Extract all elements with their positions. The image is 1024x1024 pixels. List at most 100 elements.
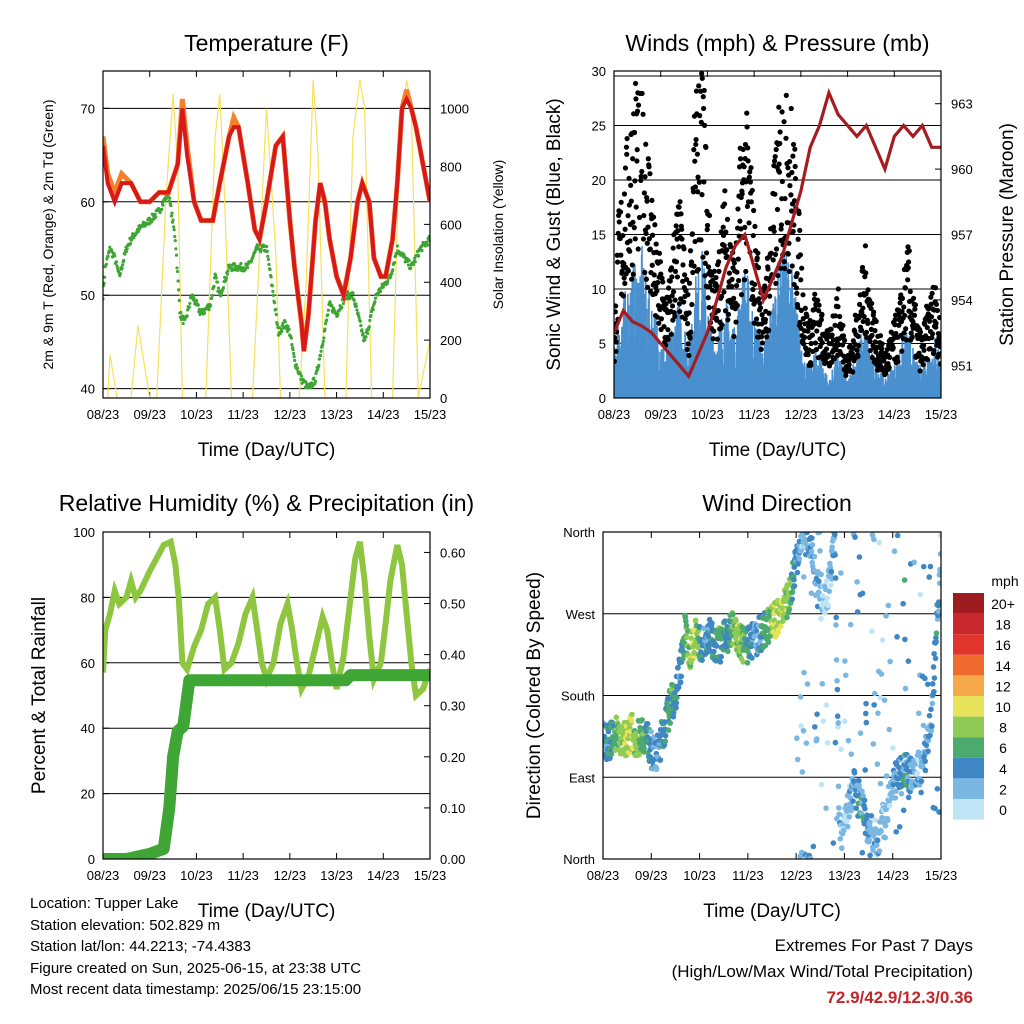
direction-point <box>856 554 863 560</box>
x-tick-label: 14/23 <box>876 868 909 883</box>
gust-point <box>729 283 735 290</box>
direction-point <box>670 709 677 716</box>
direction-point <box>896 824 903 830</box>
gust-point <box>701 87 707 94</box>
gust-point <box>752 223 758 230</box>
direction-point <box>884 817 891 824</box>
gust-point <box>897 300 903 306</box>
direction-point <box>924 681 931 688</box>
direction-point <box>900 777 906 783</box>
gust-point <box>789 263 795 269</box>
direction-point <box>691 649 698 656</box>
direction-point <box>662 738 669 745</box>
dewpoint-point <box>390 272 394 276</box>
dewpoint-point <box>197 307 202 312</box>
direction-point <box>860 792 866 799</box>
direction-point <box>871 690 878 697</box>
gust-point <box>695 174 701 180</box>
gust-point <box>865 320 871 327</box>
direction-point <box>814 736 820 742</box>
dewpoint-point <box>173 234 177 239</box>
dewpoint-point <box>420 249 424 253</box>
dewpoint-point <box>212 284 216 289</box>
gust-point <box>622 165 629 171</box>
gust-point <box>843 372 849 379</box>
direction-point <box>835 783 842 790</box>
gust-point <box>906 248 912 254</box>
y2-tick-label: 0 <box>440 391 447 406</box>
x-tick-label: 11/23 <box>738 407 770 422</box>
direction-point <box>901 577 908 583</box>
gust-point <box>816 302 822 308</box>
x-tick-label: 08/23 <box>87 407 120 422</box>
direction-point <box>832 739 839 746</box>
direction-point <box>831 532 838 538</box>
dewpoint-point <box>361 331 365 335</box>
direction-point <box>608 751 615 758</box>
gust-point <box>920 362 926 368</box>
gust-point <box>719 322 725 328</box>
legend-label: 6 <box>999 740 1007 756</box>
gust-point <box>835 286 841 292</box>
direction-point <box>931 675 938 681</box>
gust-point <box>872 328 878 334</box>
gust-point <box>797 252 803 258</box>
x-axis-label: Time (Day/UTC) <box>709 440 847 461</box>
direction-point <box>665 727 672 733</box>
gust-point <box>751 320 757 326</box>
dewpoint-point <box>122 258 126 263</box>
direction-point <box>828 582 834 589</box>
direction-point <box>920 722 927 729</box>
dewpoint-point <box>309 381 314 385</box>
direction-point <box>874 761 881 767</box>
direction-point <box>729 611 736 618</box>
dewpoint-point <box>168 196 172 200</box>
direction-point <box>843 818 850 825</box>
direction-point <box>918 789 924 796</box>
gust-point <box>855 353 861 360</box>
created-text: Figure created on Sun, 2025-06-15, at 23… <box>30 959 362 977</box>
gust-point <box>731 295 737 302</box>
extremes-values: 72.9/42.9/12.3/0.36 <box>826 988 973 1007</box>
gust-point <box>854 347 860 353</box>
gust-point <box>792 175 799 182</box>
direction-point <box>698 649 704 655</box>
gust-point <box>630 219 636 225</box>
direction-point <box>823 578 830 584</box>
dewpoint-point <box>295 366 300 370</box>
gust-point <box>797 227 803 233</box>
gust-point <box>685 292 691 298</box>
gust-point <box>755 250 761 256</box>
y2-tick-label: 0.20 <box>440 750 465 765</box>
gust-point <box>905 265 911 271</box>
x-tick-label: 13/23 <box>320 868 353 883</box>
gust-point <box>665 327 671 333</box>
direction-point <box>846 813 853 820</box>
gust-point <box>701 179 707 185</box>
y2-tick-label: 0.10 <box>440 801 465 816</box>
legend-label: 0 <box>999 802 1007 818</box>
dewpoint-point <box>239 261 243 266</box>
direction-point <box>800 574 807 580</box>
y-tick-label: 0 <box>599 391 606 406</box>
gust-point <box>937 344 941 350</box>
dewpoint-point <box>266 257 270 261</box>
gust-point <box>786 158 793 165</box>
gust-point <box>711 328 717 334</box>
dewpoint-point <box>195 299 199 303</box>
gust-point <box>703 144 709 150</box>
panel-3 <box>602 531 984 860</box>
dewpoint-point <box>225 272 230 276</box>
gust-point <box>841 337 848 343</box>
dewpoint-point <box>340 305 344 309</box>
gust-point <box>693 88 700 94</box>
dewpoint-point <box>192 296 196 300</box>
gust-point <box>680 262 686 268</box>
gust-point <box>754 255 760 261</box>
gust-point <box>716 268 722 274</box>
gust-point <box>682 272 688 278</box>
direction-point <box>920 563 927 570</box>
direction-point <box>824 595 831 601</box>
gust-point <box>741 277 748 283</box>
direction-point <box>657 757 664 763</box>
